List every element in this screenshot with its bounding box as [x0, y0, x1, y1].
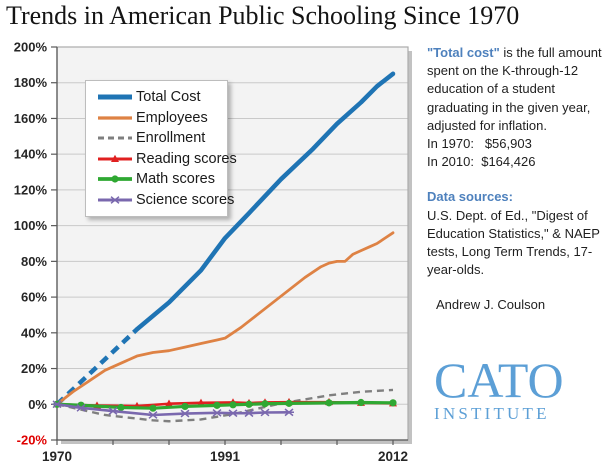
legend-swatch-icon: [98, 136, 132, 140]
legend-item-employees: Employees: [95, 108, 223, 129]
info-panel: "Total cost" is the full amount spent on…: [427, 44, 607, 314]
svg-text:-20%: -20%: [17, 433, 48, 448]
svg-text:180%: 180%: [14, 75, 48, 90]
svg-text:80%: 80%: [21, 254, 47, 269]
legend-swatch-icon: [98, 154, 132, 162]
chart-legend: Total Cost Employees Enrollment Reading sco…: [85, 80, 237, 217]
cato-institute-label: INSTITUTE: [434, 404, 550, 423]
svg-text:100%: 100%: [14, 218, 48, 233]
data-sources-header: Data sources:: [427, 189, 513, 205]
legend-item-total-cost: Total Cost: [95, 87, 223, 108]
author-credit: Andrew J. Coulson: [436, 297, 546, 313]
legend-swatch-icon: [98, 175, 132, 183]
total-cost-term: "Total cost": [427, 45, 500, 60]
legend-item-reading-scores: Reading scores: [95, 149, 237, 170]
svg-text:200%: 200%: [14, 40, 48, 55]
legend-item-science-scores: Science scores: [95, 190, 234, 211]
total-cost-definition: is the full amount spent on the K-throug…: [427, 45, 602, 133]
legend-label: Reading scores: [136, 150, 237, 167]
page-title: Trends in American Public Schooling Sinc…: [6, 1, 520, 30]
cato-logo: CATO INSTITUTE: [434, 354, 564, 424]
svg-text:160%: 160%: [14, 111, 48, 126]
legend-item-math-scores: Math scores: [95, 169, 223, 190]
svg-text:40%: 40%: [21, 325, 47, 340]
legend-label: Total Cost: [136, 89, 201, 106]
svg-text:2012: 2012: [378, 449, 408, 464]
legend-swatch-icon: [98, 116, 132, 120]
cost-2010-line: In 2010: $164,426: [427, 154, 536, 170]
svg-text:120%: 120%: [14, 182, 48, 197]
svg-text:140%: 140%: [14, 147, 48, 162]
chart-area: -20% 0% 20% 40% 60% 80% 100% 120% 140% 160% 180% 20…: [0, 40, 430, 472]
svg-text:20%: 20%: [21, 361, 47, 376]
legend-label: Enrollment: [136, 130, 206, 147]
legend-item-enrollment: Enrollment: [95, 128, 223, 149]
cost-1970-line: In 1970: $56,903: [427, 135, 532, 151]
total-cost-note: "Total cost" is the full amount spent on…: [427, 44, 607, 135]
svg-text:1970: 1970: [42, 449, 72, 464]
svg-text:60%: 60%: [21, 290, 47, 305]
data-sources-body: U.S. Dept. of Ed., "Digest of Education …: [427, 207, 600, 278]
legend-swatch-icon: [98, 94, 132, 100]
svg-text:1991: 1991: [210, 449, 241, 464]
legend-swatch-icon: [98, 195, 132, 204]
svg-text:0%: 0%: [28, 397, 47, 412]
legend-label: Math scores: [136, 171, 215, 188]
legend-label: Employees: [136, 109, 208, 126]
cato-wordmark: CATO: [434, 352, 564, 408]
legend-label: Science scores: [136, 191, 235, 208]
